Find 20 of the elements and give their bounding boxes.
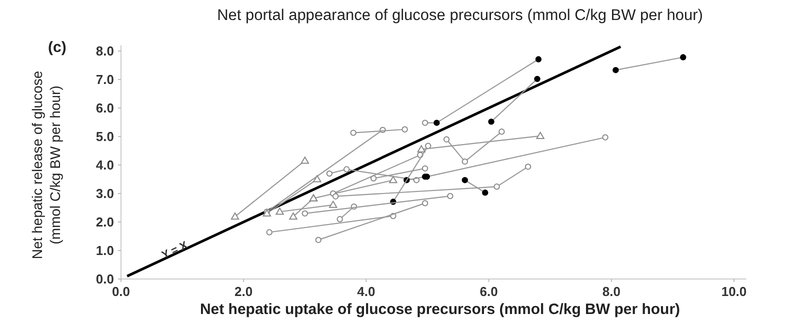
y-tick-label: 4.0 — [96, 158, 114, 172]
x-tick-label: 2.0 — [234, 284, 253, 299]
x-tick-label: 8.0 — [602, 284, 620, 299]
y-tick-label: 7.0 — [96, 72, 114, 87]
y-tick-label: 1.0 — [96, 243, 114, 258]
y-axis-title: Net hepatic release of glucose (mmol C/kg BW per hour) — [29, 70, 63, 260]
y-tick-label: 2.0 — [96, 214, 114, 230]
y-tick-label: 5.0 — [96, 129, 114, 144]
text: (c) — [48, 39, 66, 56]
annotation: Y = X — [160, 239, 190, 262]
y-tick-label: 6.0 — [96, 100, 114, 116]
x-tick-label: 4.0 — [357, 284, 376, 299]
y-tick-label: 3.0 — [96, 186, 114, 201]
y-tick-label: 8.0 — [96, 44, 114, 58]
x-tick-label: 10.0 — [721, 284, 747, 299]
x-tick-label: 6.0 — [480, 284, 498, 299]
y-tick-label: 0.0 — [96, 272, 114, 286]
chart-title: Net portal appearance of glucose precursors (mmol C/kg BW per hour) — [217, 7, 703, 24]
x-tick-label: 0.0 — [112, 284, 130, 299]
x-axis-title: Net hepatic uptake of glucose precursors (mmol C/kg BW per hour) — [200, 301, 680, 318]
